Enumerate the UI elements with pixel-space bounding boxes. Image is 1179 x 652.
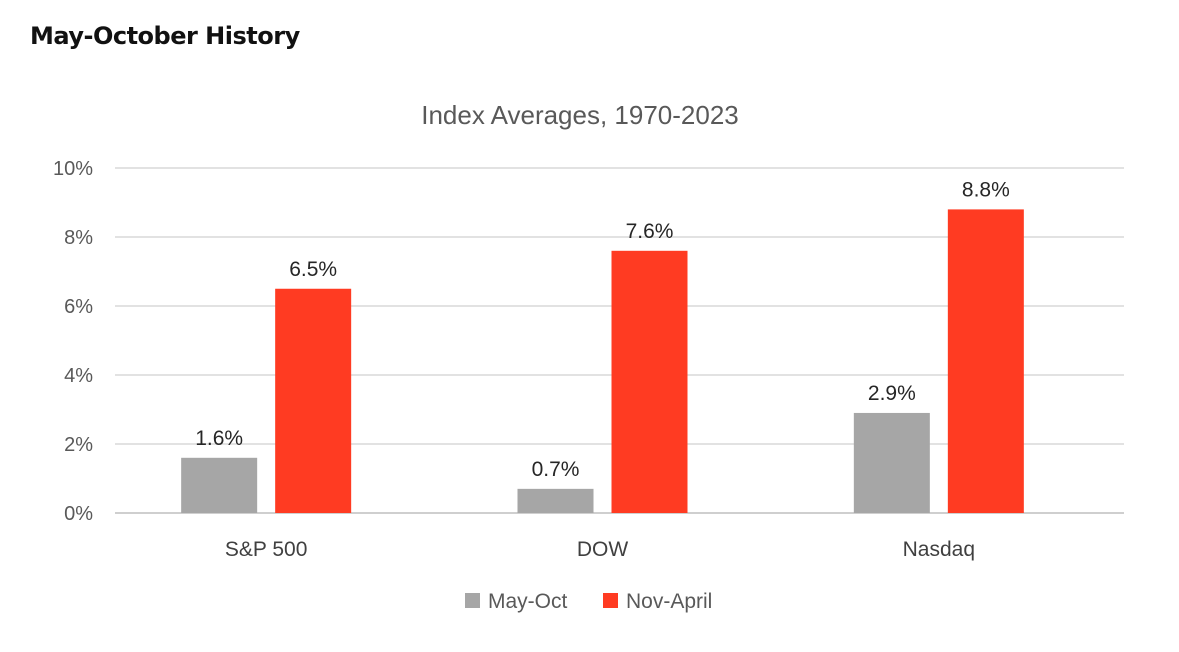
legend-swatch [465,593,480,608]
y-tick-label: 4% [64,365,93,387]
data-label: 8.8% [962,178,1010,201]
data-label: 2.9% [868,382,916,405]
bar [853,412,930,513]
bar [181,457,258,513]
bars [181,209,1024,514]
data-label: 6.5% [289,258,337,281]
category-labels: S&P 500 DOW Nasdaq [225,538,975,561]
data-label: 1.6% [195,427,243,450]
bar [275,288,352,513]
y-tick-label: 0% [64,503,93,525]
page-heading: May-October History [30,22,300,50]
y-tick-label: 2% [64,434,93,456]
legend-label: Nov-April [626,590,712,613]
data-label: 7.6% [626,220,674,243]
bar [947,209,1024,513]
category-label: S&P 500 [225,538,308,561]
category-label: DOW [577,538,629,561]
legend: May-Oct Nov-April [465,590,712,613]
y-tick-label: 6% [64,296,93,318]
y-axis-ticks: 0% 2% 4% 6% 8% 10% [53,158,93,525]
y-tick-label: 8% [64,227,93,249]
legend-swatch [603,593,618,608]
category-label: Nasdaq [903,538,975,561]
data-label: 0.7% [532,458,580,481]
chart-title: Index Averages, 1970-2023 [421,100,739,130]
bar [611,250,688,514]
legend-label: May-Oct [488,590,568,613]
y-tick-label: 10% [53,158,93,180]
bar [517,488,594,513]
data-labels: 1.6% 6.5% 0.7% 7.6% 2.9% 8.8% [195,178,1010,480]
